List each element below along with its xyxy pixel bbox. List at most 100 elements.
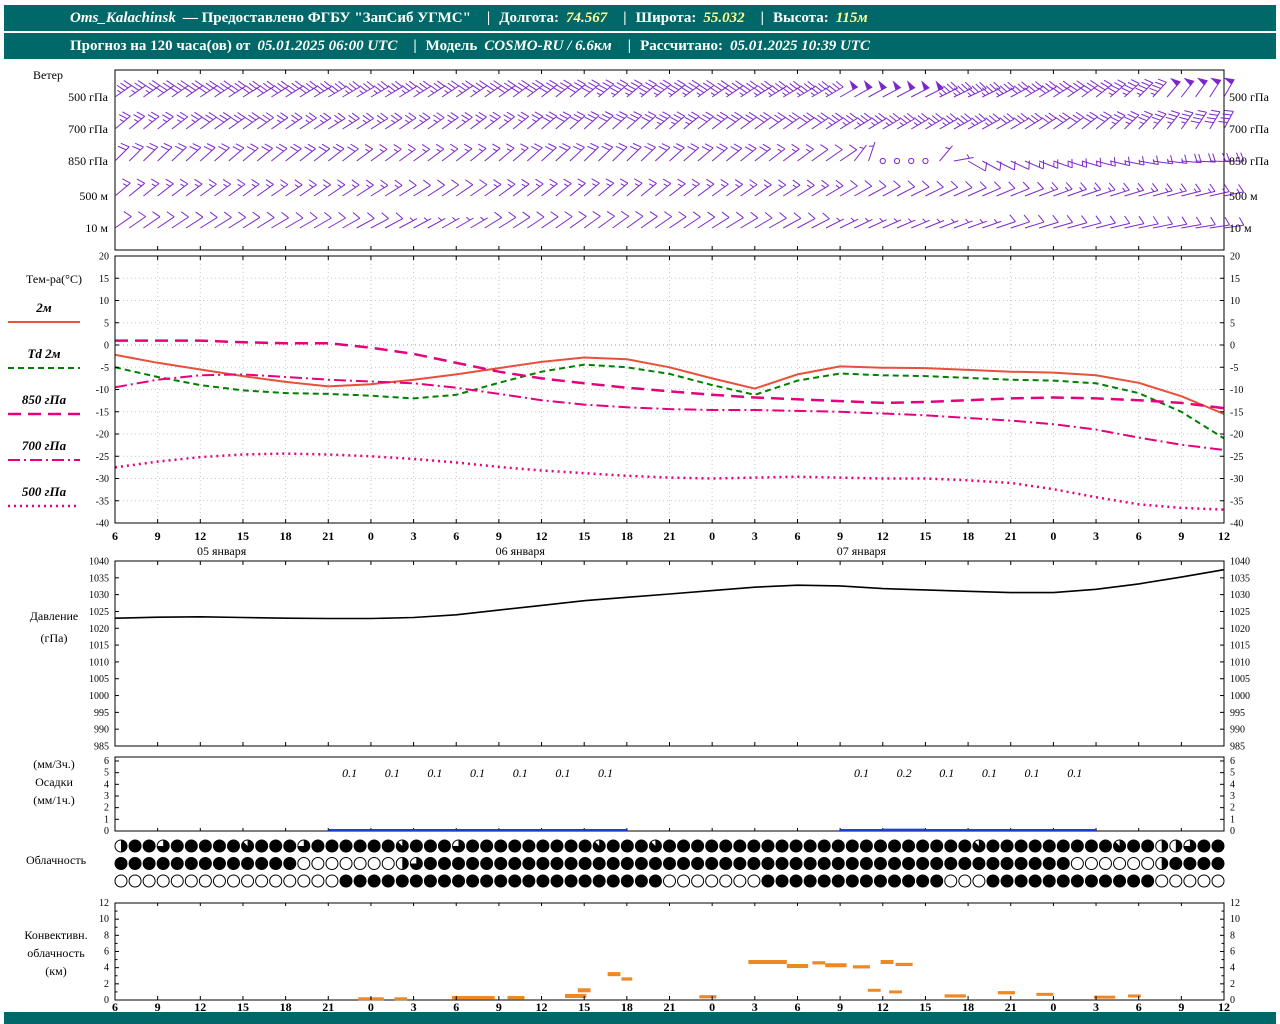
svg-text:21: 21	[1005, 529, 1017, 543]
provider-text: — Предоставлено ФГБУ "ЗапСиб УГМС"	[182, 9, 471, 26]
svg-text:0: 0	[1230, 995, 1235, 1006]
svg-text:-35: -35	[96, 496, 109, 507]
svg-text:2: 2	[104, 803, 109, 814]
header-row-2: Прогноз на 120 часа(ов) от 05.01.2025 06…	[4, 33, 1276, 59]
svg-text:-10: -10	[1230, 385, 1243, 396]
header-row-1: Oms_Kalachinsk — Предоставлено ФГБУ "Зап…	[4, 5, 1276, 31]
svg-text:1010: 1010	[89, 657, 109, 668]
wind-panel-title: Ветер	[33, 68, 63, 82]
svg-text:6: 6	[453, 529, 459, 543]
svg-text:4: 4	[104, 779, 109, 790]
svg-text:20: 20	[99, 252, 109, 263]
svg-text:21: 21	[322, 529, 334, 543]
temperature-panel-title: Тем-ра(°C)	[26, 272, 82, 286]
svg-text:18: 18	[962, 1000, 974, 1014]
pressure-panel: 1040 1040 1035 1035 1030 1030 1025 1025 1020 1020…	[89, 557, 1250, 753]
precip-units-3h: (мм/3ч.)	[33, 757, 75, 771]
svg-text:9: 9	[1178, 529, 1184, 543]
header-separator: |	[623, 9, 627, 26]
svg-text:5: 5	[104, 318, 109, 329]
model-value: COSMO-RU / 6.6км	[484, 37, 612, 54]
precipitation-panel: 6 65 54 43 32 21 10 00.1 0.1 0.1 0.1 0.1 0.1 0.1 0.1 0.…	[104, 756, 1235, 837]
svg-text:0: 0	[1050, 529, 1056, 543]
svg-text:4: 4	[1230, 779, 1235, 790]
svg-text:1030: 1030	[89, 590, 109, 601]
svg-text:9: 9	[1178, 1000, 1184, 1014]
svg-text:0: 0	[709, 529, 715, 543]
svg-text:6: 6	[104, 756, 109, 767]
svg-text:6: 6	[104, 947, 109, 958]
svg-text:18: 18	[280, 1000, 292, 1014]
svg-text:0.1: 0.1	[470, 766, 485, 780]
forecast-label: Прогноз на 120 часа(ов) от	[70, 37, 251, 54]
latitude-label: Широта:	[635, 9, 697, 26]
svg-text:0: 0	[1050, 1000, 1056, 1014]
legend-label-t700: 700 гПа	[21, 438, 67, 453]
longitude-value: 74.567	[566, 9, 608, 26]
svg-text:15: 15	[578, 1000, 590, 1014]
svg-text:0.1: 0.1	[513, 766, 528, 780]
svg-text:5: 5	[104, 768, 109, 779]
svg-text:9: 9	[155, 529, 161, 543]
wind-level-label-700hpa-left: 700 гПа	[68, 122, 108, 136]
svg-text:6: 6	[794, 1000, 800, 1014]
svg-text:07 января: 07 января	[837, 544, 887, 558]
header-separator: |	[627, 37, 632, 54]
cloudiness-panel-title: Облачность	[25, 853, 87, 867]
svg-text:-10: -10	[96, 385, 109, 396]
svg-text:3: 3	[1093, 529, 1099, 543]
header-separator: |	[760, 9, 764, 26]
svg-text:0: 0	[1230, 826, 1235, 837]
svg-text:1040: 1040	[89, 557, 109, 568]
svg-text:21: 21	[1005, 1000, 1017, 1014]
svg-text:4: 4	[104, 963, 109, 974]
svg-text:15: 15	[578, 529, 590, 543]
svg-text:1015: 1015	[1230, 641, 1250, 652]
svg-text:-35: -35	[1230, 496, 1243, 507]
svg-text:1: 1	[1230, 814, 1235, 825]
svg-text:12: 12	[1230, 898, 1240, 909]
svg-text:15: 15	[237, 1000, 249, 1014]
svg-text:0.1: 0.1	[1025, 766, 1040, 780]
legend-label-td2m: Td 2м	[27, 346, 61, 361]
convective-panel-title-2: облачность	[27, 946, 85, 960]
svg-text:15: 15	[1230, 274, 1240, 285]
svg-text:0.2: 0.2	[897, 766, 912, 780]
svg-text:-30: -30	[1230, 474, 1243, 485]
temperature-legend	[8, 321, 80, 508]
svg-text:2: 2	[1230, 979, 1235, 990]
svg-text:990: 990	[1230, 725, 1245, 736]
svg-text:0: 0	[1230, 341, 1235, 352]
cloudiness-panel	[114, 839, 1225, 888]
svg-text:985: 985	[1230, 742, 1245, 753]
svg-text:-30: -30	[96, 474, 109, 485]
svg-text:6: 6	[1136, 1000, 1142, 1014]
svg-text:18: 18	[621, 1000, 633, 1014]
svg-text:990: 990	[94, 725, 109, 736]
svg-text:3: 3	[104, 791, 109, 802]
svg-text:3: 3	[411, 529, 417, 543]
svg-text:2: 2	[1230, 803, 1235, 814]
wind-level-label-500hpa-right: 500 гПа	[1229, 90, 1269, 104]
convective-panel: 0 0 2 2 4 4 6 6 8 8 10 10 12 12 6 9 12 15 18 21 0 3 6 9 12 15 18 21…	[99, 898, 1240, 1014]
svg-text:1000: 1000	[1230, 691, 1250, 702]
svg-text:12: 12	[877, 529, 889, 543]
legend-label-t2m: 2м	[36, 300, 52, 315]
svg-text:0.1: 0.1	[982, 766, 997, 780]
svg-text:1020: 1020	[89, 624, 109, 635]
svg-text:0: 0	[104, 826, 109, 837]
svg-text:5: 5	[1230, 318, 1235, 329]
svg-text:-20: -20	[96, 430, 109, 441]
svg-text:-15: -15	[1230, 407, 1243, 418]
svg-text:3: 3	[752, 529, 758, 543]
svg-text:12: 12	[99, 898, 109, 909]
svg-text:0.1: 0.1	[598, 766, 613, 780]
header-separator: |	[413, 37, 417, 54]
svg-text:15: 15	[237, 529, 249, 543]
svg-text:-5: -5	[1230, 363, 1238, 374]
wind-panel	[114, 69, 1245, 251]
svg-text:-25: -25	[96, 452, 109, 463]
svg-text:1005: 1005	[89, 674, 109, 685]
svg-text:3: 3	[411, 1000, 417, 1014]
forecast-start-value: 05.01.2025 06:00 UTC	[257, 37, 398, 54]
